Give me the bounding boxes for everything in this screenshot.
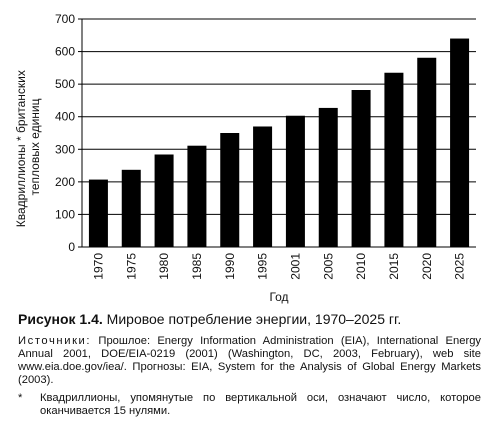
y-axis-title-line-1: Квадриллионы * британских bbox=[14, 70, 28, 227]
y-tick-label: 400 bbox=[55, 110, 75, 124]
bar-2020 bbox=[417, 57, 437, 248]
y-tick-labels: 0 100 200 300 400 500 600 700 bbox=[55, 12, 75, 254]
x-tick-label: 2001 bbox=[288, 253, 302, 280]
y-axis-title: Квадриллионы * британских тепловых едини… bbox=[14, 67, 42, 227]
x-tick-labels: 1970 1975 1980 1985 1990 1995 2001 2005 2010 2015… bbox=[91, 253, 466, 280]
x-tick-label: 1985 bbox=[190, 253, 204, 280]
x-tick-label: 2010 bbox=[354, 253, 368, 280]
y-tick-label: 100 bbox=[55, 207, 75, 221]
footnote: * Квадриллионы, упомянутые по вертикальн… bbox=[18, 392, 481, 418]
x-tick-label: 1995 bbox=[256, 253, 270, 280]
source-label: Источники: bbox=[18, 335, 92, 347]
bars bbox=[88, 38, 470, 248]
x-tick-label: 2015 bbox=[387, 253, 401, 280]
source-text: Прошлое: Energy Information Administrati… bbox=[18, 335, 482, 386]
x-tick-label: 1990 bbox=[223, 253, 237, 280]
x-tick-label: 1970 bbox=[91, 253, 105, 280]
x-tick-label: 2005 bbox=[321, 253, 335, 280]
bar-2010 bbox=[351, 90, 371, 248]
footnote-marker: * bbox=[18, 392, 23, 404]
x-tick-label: 1980 bbox=[157, 253, 171, 280]
bar-1990 bbox=[220, 133, 240, 247]
bar-2001 bbox=[285, 115, 305, 247]
figure-caption-label: Рисунок 1.4. bbox=[18, 311, 103, 327]
axes bbox=[78, 18, 476, 248]
y-tick-label: 300 bbox=[55, 142, 75, 156]
figure-caption-text: Мировое потребление энергии, 1970–2025 г… bbox=[106, 311, 402, 327]
grid-lines bbox=[82, 18, 476, 215]
bar-1995 bbox=[253, 126, 273, 247]
y-tick-label: 500 bbox=[55, 77, 75, 91]
footnote-text: Квадриллионы, упомянутые по вертикальной… bbox=[40, 392, 481, 417]
source-note: Источники: Прошлое: Energy Information A… bbox=[18, 335, 481, 387]
bar-1980 bbox=[154, 154, 174, 247]
bar-1970 bbox=[88, 179, 108, 247]
x-tick-label: 2025 bbox=[453, 253, 467, 280]
x-tick-label: 1975 bbox=[124, 253, 138, 280]
y-tick-label: 600 bbox=[55, 45, 75, 59]
bar-2005 bbox=[318, 107, 338, 247]
x-axis-title: Год bbox=[269, 290, 288, 304]
y-tick-label: 700 bbox=[55, 12, 75, 26]
y-tick-label: 0 bbox=[68, 240, 75, 254]
bar-1975 bbox=[121, 169, 141, 247]
bar-1985 bbox=[187, 145, 207, 247]
y-axis-title-line-2: тепловых единиц bbox=[28, 98, 42, 195]
bar-2015 bbox=[384, 72, 404, 247]
x-tick-label: 2020 bbox=[420, 253, 434, 280]
figure-caption: Рисунок 1.4. Мировое потребление энергии… bbox=[18, 311, 480, 328]
bar-2025 bbox=[450, 38, 470, 247]
y-tick-label: 200 bbox=[55, 175, 75, 189]
